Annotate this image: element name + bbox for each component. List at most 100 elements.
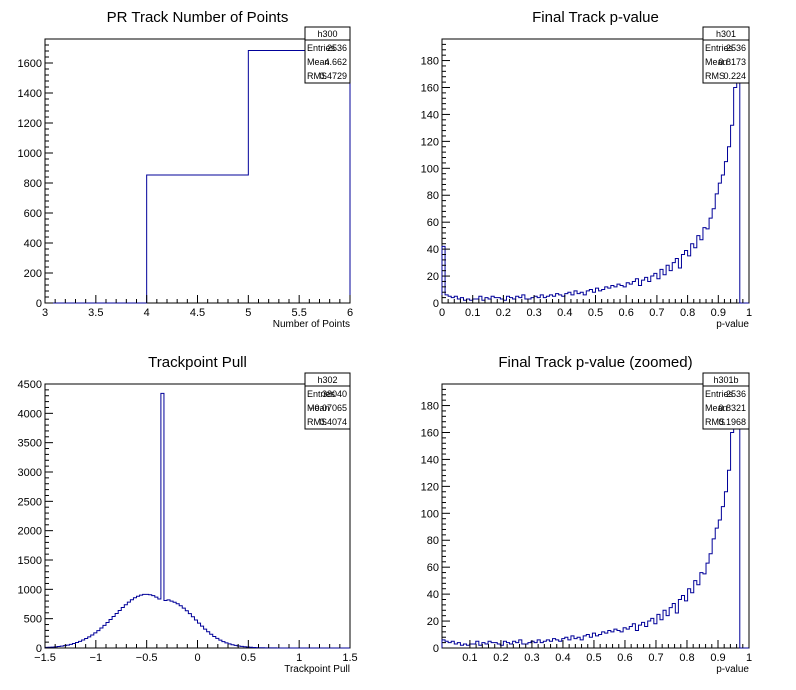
stats-value: 4.662: [324, 57, 347, 67]
x-tick-label: 0: [194, 652, 200, 664]
stats-key: Entries: [705, 43, 734, 53]
stats-value: 2536: [327, 43, 347, 53]
y-tick-label: 600: [24, 208, 42, 220]
x-tick-label: 0.9: [711, 307, 726, 319]
stats-value: 0.4729: [319, 71, 347, 81]
stats-value: 2536: [726, 43, 746, 53]
stats-key: Entries: [705, 389, 734, 399]
y-tick-label: 2000: [18, 526, 42, 538]
y-tick-label: 80: [427, 190, 439, 202]
y-tick-label: 120: [421, 481, 439, 493]
y-tick-label: 0: [433, 298, 439, 310]
x-axis-label: Trackpoint Pull: [284, 664, 350, 675]
y-tick-label: 0: [36, 298, 42, 310]
x-tick-label: −1: [90, 652, 103, 664]
y-tick-label: 1200: [18, 118, 42, 130]
y-tick-label: 200: [24, 268, 42, 280]
x-tick-label: 0: [439, 307, 445, 319]
x-tick-label: 1: [746, 307, 752, 319]
x-tick-label: 1.5: [342, 652, 357, 664]
x-tick-label: 0.3: [526, 307, 541, 319]
y-tick-label: 100: [421, 508, 439, 520]
histogram-line: [45, 50, 351, 304]
y-tick-label: 180: [421, 56, 439, 68]
y-tick-label: 4000: [18, 408, 42, 420]
panel-trackpoint-pull: Trackpoint Pull −1.5 −1 −0.5 0 0.5 1 1.5 0 500 100…: [18, 354, 358, 675]
panel-pr-track-number-of-points: PR Track Number of Points 3 3.5 4 4.5 5 5.5 6 0 2…: [18, 9, 354, 330]
stats-key: RMS: [307, 417, 327, 427]
y-tick-label: 0: [36, 643, 42, 655]
stats-key: RMS: [307, 71, 327, 81]
x-tick-label: 5.5: [292, 307, 307, 319]
stats-name: h300: [317, 29, 337, 39]
y-tick-label: 80: [427, 535, 439, 547]
y-tick-label: 800: [24, 178, 42, 190]
x-tick-label: 4: [144, 307, 150, 319]
x-tick-label: 1: [296, 652, 302, 664]
histogram-line: [441, 383, 749, 649]
y-tick-label: 140: [421, 109, 439, 121]
y-tick-label: 1600: [18, 58, 42, 70]
y-tick-label: 40: [427, 244, 439, 256]
plot-frame: [441, 383, 750, 649]
histogram-line: [44, 392, 350, 649]
x-tick-label: −0.5: [136, 652, 158, 664]
y-tick-label: 100: [421, 163, 439, 175]
y-tick-label: 4500: [18, 379, 42, 391]
stats-key: Mean: [705, 57, 728, 67]
stats-value: 0.8173: [718, 57, 746, 67]
y-tick-label: 180: [421, 401, 439, 413]
stats-key: Mean: [307, 57, 330, 67]
x-tick-label: 0.1: [462, 652, 477, 664]
stats-name: h302: [317, 375, 337, 385]
chart-title: Final Track p-value: [532, 9, 659, 26]
y-tick-label: 1400: [18, 88, 42, 100]
x-tick-label: 0.2: [493, 652, 508, 664]
y-tick-label: 20: [427, 271, 439, 283]
stats-value: 0.1968: [718, 417, 746, 427]
x-axis-label: p-value: [716, 664, 749, 675]
x-tick-label: 0.4: [555, 652, 570, 664]
x-tick-label: 5: [245, 307, 251, 319]
y-tick-label: 120: [421, 136, 439, 148]
panel-final-track-p-value-zoomed: Final Track p-value (zoomed) 0.1 0.2 0.3 0.4…: [421, 354, 752, 675]
stats-key: Entries: [307, 43, 336, 53]
stats-value: 0.224: [723, 71, 746, 81]
x-tick-label: 0.9: [710, 652, 725, 664]
x-tick-label: 3.5: [88, 307, 103, 319]
x-tick-label: 0.8: [680, 307, 695, 319]
y-tick-label: 1500: [18, 555, 42, 567]
stats-value: 2536: [726, 389, 746, 399]
stats-box-frame: [304, 372, 351, 430]
y-tick-label: 3000: [18, 467, 42, 479]
stats-key: Mean: [307, 403, 330, 413]
y-tick-label: 500: [24, 614, 42, 626]
stats-value: 0.8321: [718, 403, 746, 413]
panel-final-track-p-value: Final Track p-value 0 0.1 0.2 0.3 0.4 0.5 0.6 0.…: [421, 9, 752, 330]
plot-frame: [44, 38, 351, 304]
stats-value: 38040: [322, 389, 347, 399]
y-tick-label: 40: [427, 589, 439, 601]
histogram-line: [441, 38, 749, 304]
x-tick-label: 0.8: [679, 652, 694, 664]
x-tick-label: 0.5: [588, 307, 603, 319]
y-tick-label: 160: [421, 82, 439, 94]
y-tick-label: 1000: [18, 584, 42, 596]
stats-box-frame: [304, 26, 351, 84]
x-tick-label: 3: [42, 307, 48, 319]
x-tick-label: −1.5: [34, 652, 56, 664]
y-tick-label: 160: [421, 427, 439, 439]
x-tick-label: 1: [746, 652, 752, 664]
stats-value: −0.07065: [309, 403, 347, 413]
plot-frame: [44, 383, 351, 649]
y-tick-label: 0: [433, 643, 439, 655]
x-axis-label: p-value: [716, 319, 749, 330]
stats-name: h301b: [713, 375, 738, 385]
x-tick-label: 0.2: [496, 307, 511, 319]
stats-name: h301: [716, 29, 736, 39]
stats-key: RMS: [705, 71, 725, 81]
x-tick-label: 4.5: [190, 307, 205, 319]
